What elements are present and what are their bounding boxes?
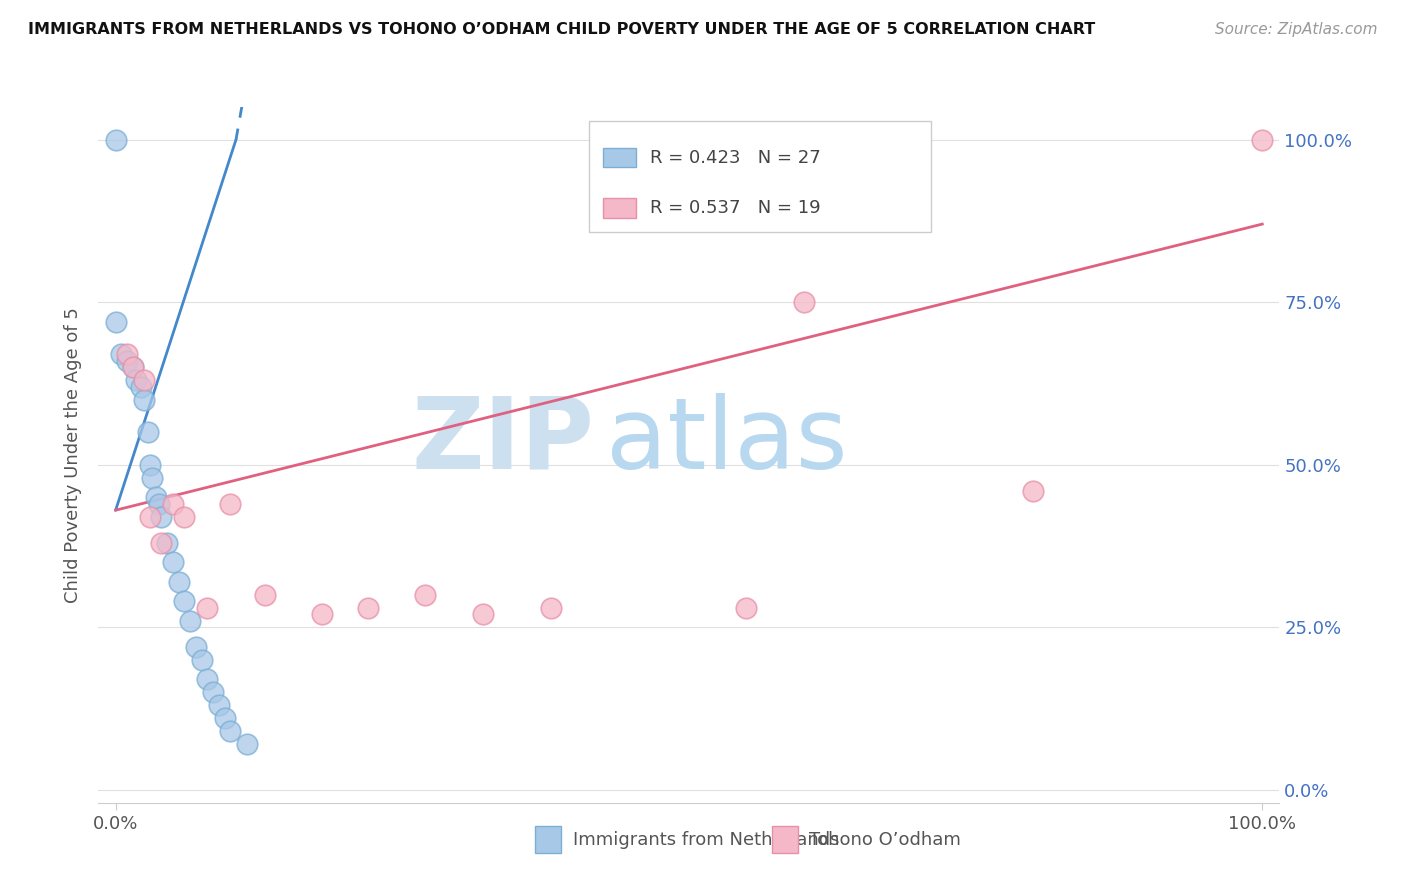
Bar	[772, 827, 797, 853]
Bar	[603, 148, 636, 168]
Point	[214, 711, 236, 725]
Text: R = 0.537   N = 19: R = 0.537 N = 19	[650, 199, 821, 217]
Point	[357, 600, 380, 615]
Point	[195, 600, 218, 615]
Point	[735, 600, 758, 615]
Text: R = 0.423   N = 27: R = 0.423 N = 27	[650, 149, 821, 167]
Point	[219, 724, 242, 739]
Point	[167, 574, 190, 589]
Point	[125, 373, 148, 387]
Point	[141, 471, 163, 485]
Point	[208, 698, 231, 713]
Point	[104, 315, 127, 329]
Point	[202, 685, 225, 699]
Point	[236, 737, 259, 751]
Point	[190, 653, 212, 667]
Y-axis label: Child Poverty Under the Age of 5: Child Poverty Under the Age of 5	[65, 307, 83, 603]
Point	[136, 425, 159, 439]
Point	[139, 509, 162, 524]
Point	[162, 497, 184, 511]
Point	[110, 347, 132, 361]
Point	[145, 490, 167, 504]
Point	[115, 353, 138, 368]
Point	[1251, 132, 1274, 146]
Point	[1022, 483, 1045, 498]
Point	[219, 497, 242, 511]
Point	[121, 360, 143, 375]
Text: ZIP: ZIP	[412, 392, 595, 490]
Point	[150, 509, 173, 524]
Point	[173, 594, 195, 608]
Bar	[603, 198, 636, 218]
Point	[139, 458, 162, 472]
Point	[179, 614, 201, 628]
Bar	[536, 827, 561, 853]
Point	[162, 555, 184, 569]
Point	[793, 295, 815, 310]
Point	[253, 588, 276, 602]
Point	[134, 373, 156, 387]
Text: Immigrants from Netherlands: Immigrants from Netherlands	[574, 830, 839, 848]
Point	[121, 360, 143, 375]
Point	[540, 600, 562, 615]
Point	[173, 509, 195, 524]
Point	[311, 607, 333, 622]
Text: IMMIGRANTS FROM NETHERLANDS VS TOHONO O’ODHAM CHILD POVERTY UNDER THE AGE OF 5 C: IMMIGRANTS FROM NETHERLANDS VS TOHONO O’…	[28, 22, 1095, 37]
FancyBboxPatch shape	[589, 121, 931, 232]
Point	[195, 672, 218, 686]
Point	[184, 640, 207, 654]
Text: atlas: atlas	[606, 392, 848, 490]
Text: Source: ZipAtlas.com: Source: ZipAtlas.com	[1215, 22, 1378, 37]
Point	[134, 392, 156, 407]
Point	[129, 379, 152, 393]
Point	[156, 535, 179, 549]
Point	[148, 497, 170, 511]
Point	[471, 607, 494, 622]
Point	[104, 132, 127, 146]
Point	[413, 588, 436, 602]
Point	[115, 347, 138, 361]
Point	[150, 535, 173, 549]
Text: Tohono O’odham: Tohono O’odham	[810, 830, 962, 848]
